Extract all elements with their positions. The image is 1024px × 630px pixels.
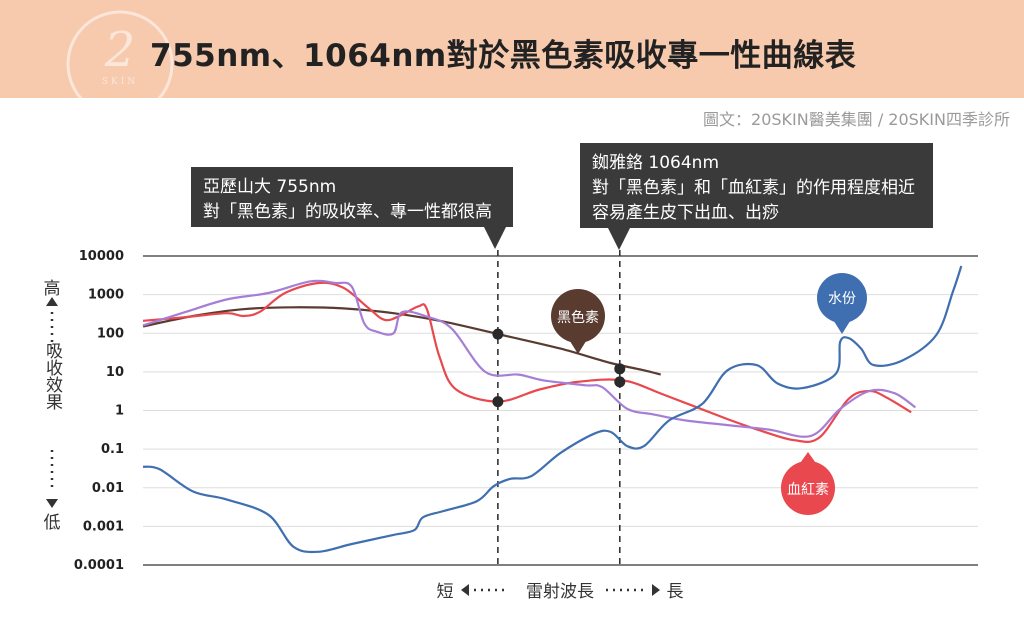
- intersection-dot: [614, 376, 626, 388]
- y-tick-label: 0.1: [101, 442, 124, 457]
- y-tick-label: 10000: [79, 249, 124, 264]
- callout-1064nm-desc2: 容易產生皮下出血、出痧: [592, 203, 779, 223]
- y-tick-label: 10: [106, 365, 124, 380]
- series-line-2: [142, 279, 917, 438]
- y-tick-labels: 10000 1000 100 10 1 0.1 0.01 0.001 0.0001: [74, 249, 124, 573]
- callout-755nm: 亞歷山大 755nm 對「黑色素」的吸收率、專一性都很高: [191, 167, 513, 249]
- label-hemoglobin: 血紅素: [781, 452, 835, 515]
- intersection-dot: [614, 363, 626, 375]
- logo-subtext: SKIN: [102, 77, 138, 87]
- label-water-text: 水份: [828, 291, 856, 307]
- callout-1064nm-title: 銣雅鉻 1064nm: [592, 153, 720, 173]
- page-title: 755nm、1064nm對於黑色素吸收專一性曲線表: [150, 38, 857, 74]
- y-axis-low: 低: [44, 513, 61, 533]
- callout-755nm-title: 亞歷山大 755nm: [203, 177, 337, 197]
- logo-digit: 2: [104, 22, 136, 78]
- callout-1064nm: 銣雅鉻 1064nm 對「黑色素」和「血紅素」的作用程度相近 容易產生皮下出血、…: [580, 143, 933, 250]
- y-tick-label: 100: [97, 326, 124, 341]
- y-tick-label: 0.0001: [74, 558, 124, 573]
- x-axis-short: 短: [437, 582, 454, 602]
- wavelength-markers: [497, 250, 621, 565]
- header-banner: 2 SKIN 755nm、1064nm對於黑色素吸收專一性曲線表: [0, 0, 1024, 98]
- callout-755nm-desc: 對「黑色素」的吸收率、專一性都很高: [203, 202, 492, 222]
- y-tick-label: 1: [115, 404, 124, 419]
- y-axis-text: 吸收效果: [42, 342, 63, 410]
- intersection-dot: [492, 328, 504, 340]
- label-hemoglobin-text: 血紅素: [787, 482, 829, 498]
- brand-logo: 2 SKIN: [66, 10, 174, 98]
- x-axis-label: 短 雷射波長 長: [437, 582, 684, 602]
- series-line-0: [142, 306, 661, 376]
- label-melanin-text: 黑色素: [557, 309, 599, 326]
- y-tick-label: 0.01: [92, 481, 124, 496]
- intersection-dot: [492, 396, 504, 408]
- image-credit: 圖文：20SKIN醫美集團 / 20SKIN四季診所: [703, 110, 1010, 129]
- callout-1064nm-desc1: 對「黑色素」和「血紅素」的作用程度相近: [592, 178, 915, 198]
- y-axis-high: 高: [44, 279, 61, 299]
- x-axis-text: 雷射波長: [526, 582, 594, 602]
- label-water: 水份: [817, 273, 867, 334]
- x-axis-long: 長: [667, 582, 684, 602]
- y-tick-label: 0.001: [83, 519, 124, 534]
- y-tick-label: 1000: [88, 288, 124, 303]
- series-lines: [142, 265, 963, 554]
- y-axis-label: 高 吸收效果 低: [42, 279, 63, 533]
- intersection-dots: [492, 328, 626, 408]
- series-line-1: [142, 281, 912, 443]
- series-line-3: [142, 265, 963, 554]
- label-melanin: 黑色素: [551, 289, 605, 354]
